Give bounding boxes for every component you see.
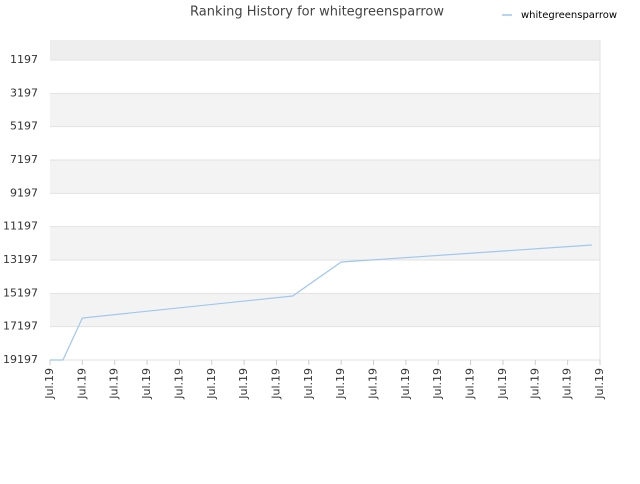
x-tick-label: Jul.19 <box>269 368 282 400</box>
plot-band <box>50 326 600 360</box>
x-tick-label: Jul.19 <box>399 368 412 400</box>
y-tick-label: 7197 <box>10 153 38 166</box>
plot-band <box>50 226 600 260</box>
y-tick-label: 17197 <box>3 320 38 333</box>
y-tick-label: 1197 <box>10 53 38 66</box>
x-tick-label: Jul.19 <box>140 368 153 400</box>
x-tick-label: Jul.19 <box>334 368 347 400</box>
plot-band <box>50 93 600 127</box>
plot-band <box>50 40 600 60</box>
chart-title: Ranking History for whitegreensparrow <box>190 5 444 20</box>
y-tick-label: 3197 <box>10 86 38 99</box>
plot-band <box>50 126 600 160</box>
x-tick-label: Jul.19 <box>593 368 606 400</box>
y-tick-label: 19197 <box>3 353 38 366</box>
y-tick-label: 11197 <box>3 220 38 233</box>
x-tick-label: Jul.19 <box>302 368 315 400</box>
plot-band <box>50 160 600 194</box>
plot-band <box>50 260 600 294</box>
x-tick-label: Jul.19 <box>528 368 541 400</box>
y-tick-label: 13197 <box>3 253 38 266</box>
plot-band <box>50 60 600 94</box>
x-tick-label: Jul.19 <box>237 368 250 400</box>
x-tick-label: Jul.19 <box>431 368 444 400</box>
x-tick-label: Jul.19 <box>367 368 380 400</box>
plot-band <box>50 193 600 227</box>
x-tick-label: Jul.19 <box>205 368 218 400</box>
plot-band <box>50 293 600 327</box>
x-tick-label: Jul.19 <box>75 368 88 400</box>
x-tick-label: Jul.19 <box>561 368 574 400</box>
x-tick-label: Jul.19 <box>43 368 56 400</box>
y-tick-label: 9197 <box>10 186 38 199</box>
series-line <box>50 244 592 361</box>
y-tick-label: 15197 <box>3 286 38 299</box>
x-tick-label: Jul.19 <box>496 368 509 400</box>
legend-label: whitegreensparrow <box>521 10 617 21</box>
y-tick-label: 5197 <box>10 120 38 133</box>
x-tick-label: Jul.19 <box>464 368 477 400</box>
x-tick-label: Jul.19 <box>108 368 121 400</box>
x-tick-label: Jul.19 <box>172 368 185 400</box>
